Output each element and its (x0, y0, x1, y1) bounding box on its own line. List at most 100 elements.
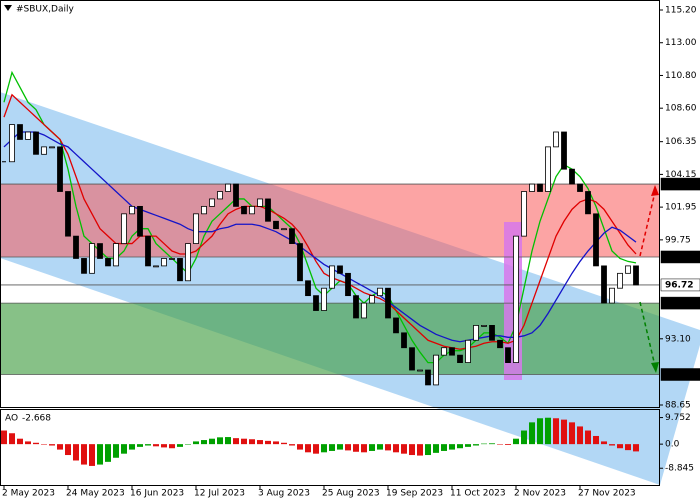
x-tick-label: 11 Oct 2023 (450, 489, 506, 499)
candle (153, 265, 159, 268)
ao-bar (297, 444, 303, 450)
ao-bar (281, 442, 287, 445)
candle (345, 272, 351, 297)
ao-bar (105, 444, 111, 462)
indicator-name: AO (5, 414, 18, 424)
candle (289, 228, 295, 244)
candle (105, 258, 111, 267)
candle (609, 287, 615, 304)
candle (41, 146, 47, 155)
candle (185, 243, 191, 282)
candle (617, 272, 623, 289)
candle (505, 347, 511, 363)
ao-bar (153, 444, 159, 447)
candle (177, 258, 183, 282)
ao-bar (273, 441, 279, 445)
ao-bar (265, 440, 271, 445)
ao-bar (289, 444, 295, 446)
ao-bar (201, 440, 207, 445)
ao-bar (73, 444, 79, 461)
candle (553, 131, 559, 148)
ao-bar (577, 426, 583, 445)
candle (57, 146, 63, 192)
ao-bar (57, 444, 63, 450)
candle (521, 191, 527, 237)
candle (137, 205, 143, 237)
candle (321, 287, 327, 311)
y-tick-label: 99.75 (665, 235, 691, 245)
candle (497, 339, 503, 349)
up-arrow (639, 191, 656, 257)
ao-bar (249, 439, 255, 445)
x-tick-label: 2 May 2023 (2, 489, 55, 499)
candle (169, 258, 175, 260)
candle (577, 183, 583, 192)
ao-bar (433, 444, 439, 453)
candle (209, 198, 215, 207)
ao-bar (633, 444, 639, 452)
candle (49, 146, 55, 149)
ao-bar (601, 441, 607, 445)
candle (361, 302, 367, 319)
ao-bar (169, 444, 175, 449)
ao-bar (305, 444, 311, 453)
down-arrow-head (651, 362, 659, 373)
candle (441, 347, 447, 356)
ao-bar (121, 444, 127, 454)
price-pane-border (0, 0, 660, 408)
ao-bar (505, 444, 511, 445)
x-tick-label: 24 May 2023 (66, 489, 125, 499)
y-tick-label: 113.00 (665, 38, 697, 48)
level-label-box (660, 296, 700, 310)
candle (593, 213, 599, 267)
zone (0, 303, 660, 375)
candle (481, 325, 487, 327)
ao-bar (129, 444, 135, 450)
ao-bar (33, 442, 39, 445)
candle (73, 235, 79, 259)
ao-bar (329, 444, 335, 451)
candle (569, 168, 575, 185)
x-tick-label: 12 Jul 2023 (194, 489, 245, 499)
y-tick-label: 9.752 (665, 413, 691, 423)
ao-bar (377, 444, 383, 450)
moving-average (3, 131, 637, 343)
level-label: 103.50 (665, 180, 700, 190)
candle (9, 124, 15, 163)
ao-bar (89, 444, 95, 466)
ao-bar (257, 440, 263, 445)
candle (393, 317, 399, 334)
candle (633, 265, 639, 286)
candle (433, 354, 439, 386)
ao-bar (569, 422, 575, 445)
x-tick-label: 27 Nov 2023 (578, 489, 636, 499)
ao-bar (313, 444, 319, 454)
candle (489, 325, 495, 341)
ao-bar (473, 444, 479, 446)
candle (401, 332, 407, 349)
candle (25, 131, 31, 140)
candle (417, 369, 423, 372)
candle (281, 228, 287, 231)
candle (257, 198, 263, 207)
y-tick-label: 0.0 (665, 440, 680, 450)
ao-bar (81, 444, 87, 465)
ao-bar (209, 438, 215, 445)
x-tick-label: 2 Nov 2023 (514, 489, 566, 499)
candle (353, 295, 359, 319)
level-label: 95.50 (665, 299, 693, 309)
ao-bar (529, 422, 535, 445)
ao-bar (185, 444, 191, 445)
candle (81, 258, 87, 274)
y-tick-label: 104.15 (665, 170, 697, 180)
candle (377, 287, 383, 297)
candle (161, 258, 167, 267)
level-label: 90.70 (665, 370, 693, 380)
candle (225, 183, 231, 192)
zones (0, 184, 660, 375)
candle (529, 183, 535, 192)
y-tick-label: -8.845 (665, 464, 694, 474)
ao-bar (513, 438, 519, 445)
level-label: 98.60 (665, 252, 693, 262)
